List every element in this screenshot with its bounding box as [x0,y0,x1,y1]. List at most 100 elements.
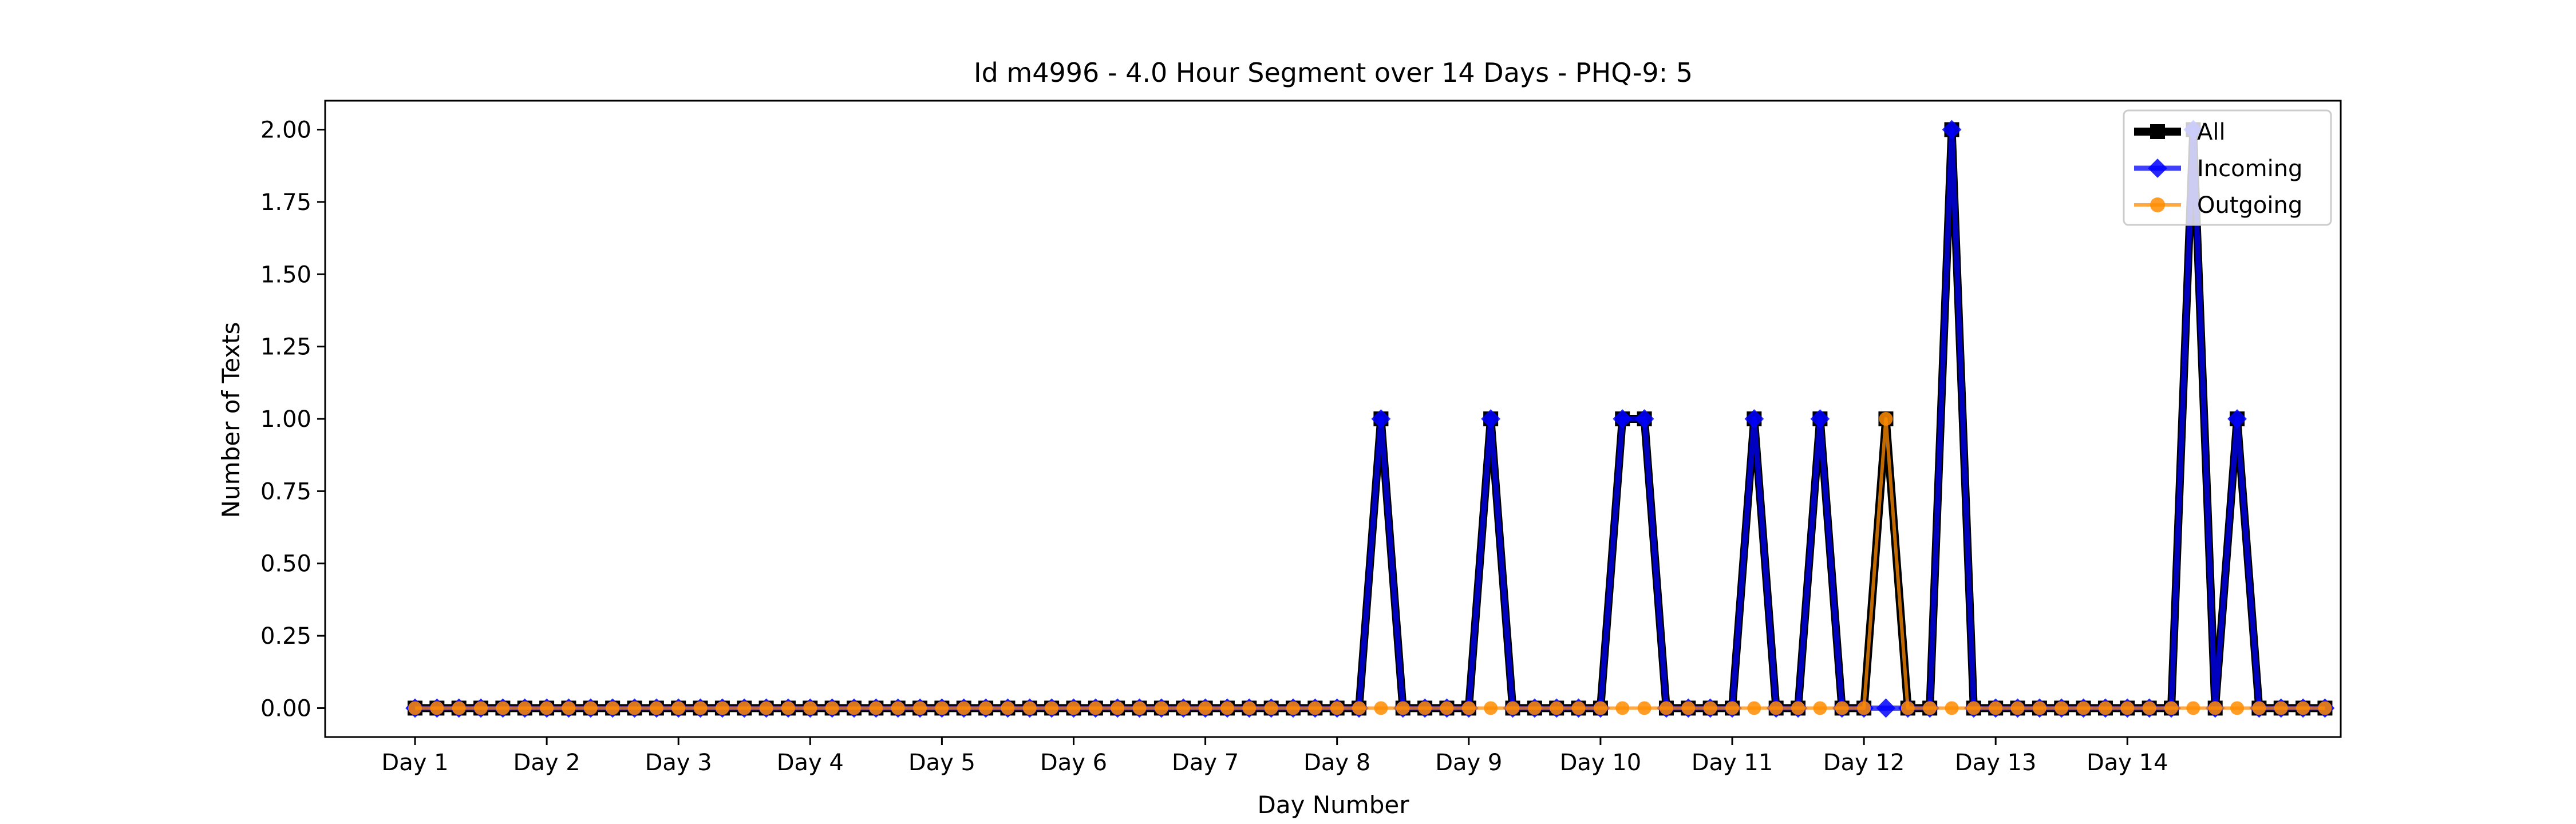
legend-marker-outgoing [2150,197,2165,212]
outgoing-point [1901,701,1915,715]
outgoing-point [1330,701,1344,715]
x-tick-label: Day 1 [381,750,448,776]
outgoing-point [1242,701,1257,715]
outgoing-point [1045,701,1059,715]
outgoing-point [2076,701,2091,715]
series-line-outgoing [415,417,2325,710]
outgoing-point [935,701,949,715]
outgoing-point [606,701,620,715]
x-tick-label: Day 14 [2087,750,2168,776]
outgoing-point [452,701,466,715]
outgoing-point [1966,701,1981,715]
legend-box [2123,109,2332,226]
outgoing-point [583,701,598,715]
outgoing-point [759,701,773,715]
outgoing-point [1418,701,1432,715]
outgoing-point [1945,701,1959,715]
outgoing-point [1857,701,1871,715]
outgoing-point [2120,701,2135,715]
outgoing-point [737,701,752,715]
outgoing-point [1923,701,1937,715]
outgoing-point [1088,701,1103,715]
y-tick-label: 2.00 [260,117,311,144]
legend-label-outgoing: Outgoing [2197,192,2302,219]
y-tick-label: 1.50 [260,262,311,288]
outgoing-point [1550,701,1564,715]
outgoing-point [496,701,510,715]
outgoing-point [2252,701,2266,715]
outgoing-point [913,701,927,715]
outgoing-point [1681,701,1696,715]
outgoing-point [2296,701,2310,715]
y-tick-label: 1.25 [260,334,311,360]
y-tick-label: 0.75 [260,478,311,505]
outgoing-point [1022,701,1037,715]
outgoing-point [1396,701,1410,715]
outgoing-point [1637,701,1652,715]
outgoing-point [1747,701,1761,715]
outgoing-point [1132,701,1147,715]
x-tick-label: Day 12 [1823,750,1905,776]
outgoing-point [1989,701,2003,715]
outgoing-point [1066,701,1081,715]
outgoing-point [2055,701,2069,715]
outgoing-point [671,701,686,715]
outgoing-point [1506,701,1520,715]
outgoing-point [540,701,554,715]
outgoing-point [1352,701,1366,715]
x-tick-label: Day 8 [1303,750,1370,776]
series-layer [405,120,2335,718]
outgoing-point [1527,701,1542,715]
y-tick-label: 0.50 [260,551,311,577]
legend-marker-incoming [2148,159,2167,178]
outgoing-point [891,701,905,715]
x-axis-label: Day Number [1257,791,1409,819]
outgoing-point [1111,701,1125,715]
outgoing-point [1484,701,1498,715]
outgoing-point [693,701,708,715]
x-tick-label: Day 2 [513,750,580,776]
legend-label-incoming: Incoming [2197,156,2302,182]
x-tick-label: Day 9 [1435,750,1502,776]
x-axis-ticks: Day 1 Day 2 Day 3 Day 4 Day 5 Day 6 Day 7 Day 8… [381,737,2168,776]
x-tick-label: Day 10 [1560,750,1642,776]
outgoing-point [1461,701,1476,715]
incoming-point [1744,409,1764,429]
outgoing-point [2098,701,2112,715]
incoming-point [1371,409,1391,429]
outgoing-point [979,701,993,715]
outgoing-point [408,701,422,715]
outgoing-point [1615,701,1630,715]
outgoing-point [517,701,532,715]
outgoing-point [2208,701,2222,715]
outgoing-point [2318,701,2332,715]
outgoing-point [1264,701,1278,715]
outgoing-point [2186,701,2200,715]
outgoing-point [1791,701,1805,715]
outgoing-point [2274,701,2288,715]
incoming-point [1634,409,1654,429]
outgoing-point [1879,412,1893,426]
outgoing-point [1286,701,1300,715]
outgoing-point [781,701,795,715]
outgoing-point [715,701,729,715]
incoming-point [1942,120,1962,140]
incoming-point [1613,409,1633,429]
legend-label-all: All [2197,119,2226,145]
incoming-point [1876,698,1896,718]
outgoing-point [2142,701,2156,715]
y-axis-ticks: 0.00 0.25 0.50 0.75 1.00 1.25 1.50 1.75 2.00 [260,117,325,722]
outgoing-point [957,701,971,715]
incoming-point [2227,409,2247,429]
x-tick-label: Day 13 [1955,750,2037,776]
outgoing-point [1176,701,1191,715]
incoming-point [1481,409,1501,429]
x-tick-label: Day 7 [1172,750,1239,776]
y-tick-label: 0.00 [260,695,311,722]
outgoing-point [1571,701,1586,715]
plot-area-frame [324,100,2342,738]
outgoing-point [1198,701,1212,715]
outgoing-point [2164,701,2178,715]
x-tick-label: Day 5 [908,750,975,776]
